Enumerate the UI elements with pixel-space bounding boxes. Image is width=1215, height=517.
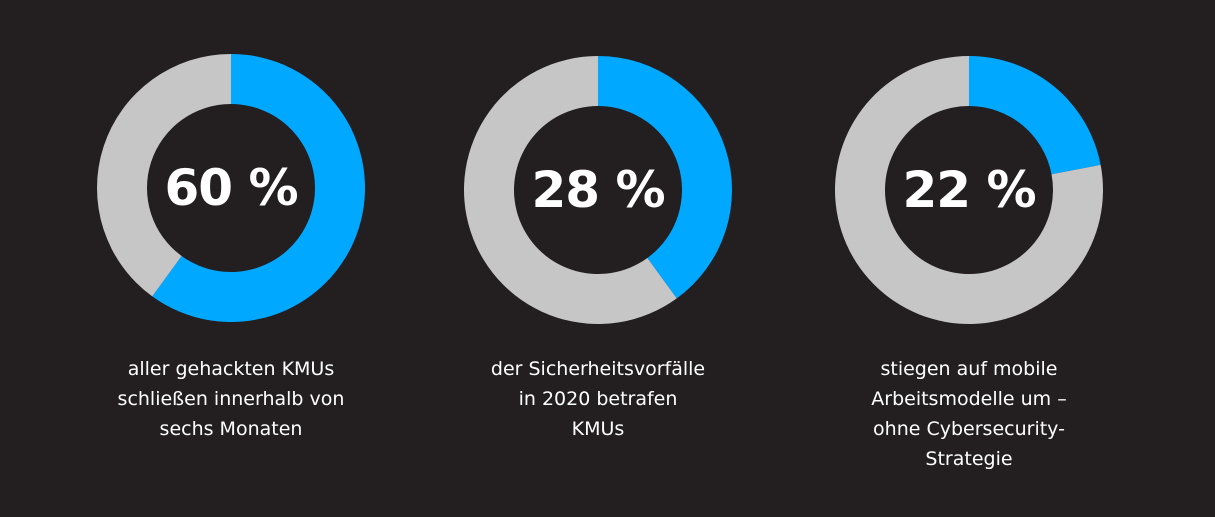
caption-line: ohne Cybersecurity- bbox=[873, 418, 1065, 440]
donut-segment-remainder bbox=[464, 56, 677, 324]
caption-3: stiegen auf mobile Arbeitsmodelle um – o… bbox=[819, 354, 1119, 474]
caption-line: KMUs bbox=[571, 418, 625, 440]
caption-line: Strategie bbox=[925, 448, 1013, 470]
percent-label: 22 % bbox=[902, 161, 1036, 219]
donut-segment-highlight bbox=[152, 54, 365, 322]
donut-segment-remainder bbox=[96, 54, 231, 297]
donut-segment-highlight bbox=[598, 56, 732, 299]
percent-label: 60 % bbox=[164, 159, 298, 217]
donut-svg bbox=[464, 56, 732, 324]
caption-line: stiegen auf mobile bbox=[880, 358, 1058, 380]
donut-segment-remainder bbox=[835, 56, 1103, 324]
caption-line: in 2020 betrafen bbox=[518, 388, 678, 410]
donut-chart-1: 60 % bbox=[96, 53, 366, 323]
donut-segment-highlight bbox=[969, 56, 1101, 175]
caption-line: der Sicherheitsvorfälle bbox=[490, 358, 706, 380]
caption-2: der Sicherheitsvorfälle in 2020 betrafen… bbox=[448, 354, 748, 444]
caption-line: schließen innerhalb von bbox=[117, 388, 345, 410]
caption-line: Arbeitsmodelle um – bbox=[871, 388, 1067, 410]
caption-line: aller gehackten KMUs bbox=[127, 358, 335, 380]
caption-line: sechs Monaten bbox=[159, 418, 303, 440]
donut-chart-2: 28 % bbox=[463, 55, 733, 325]
donut-svg bbox=[835, 56, 1103, 324]
caption-1: aller gehackten KMUs schließen innerhalb… bbox=[81, 354, 381, 444]
donut-svg bbox=[96, 54, 365, 322]
donut-chart-3: 22 % bbox=[834, 55, 1104, 325]
percent-label: 28 % bbox=[531, 161, 665, 219]
